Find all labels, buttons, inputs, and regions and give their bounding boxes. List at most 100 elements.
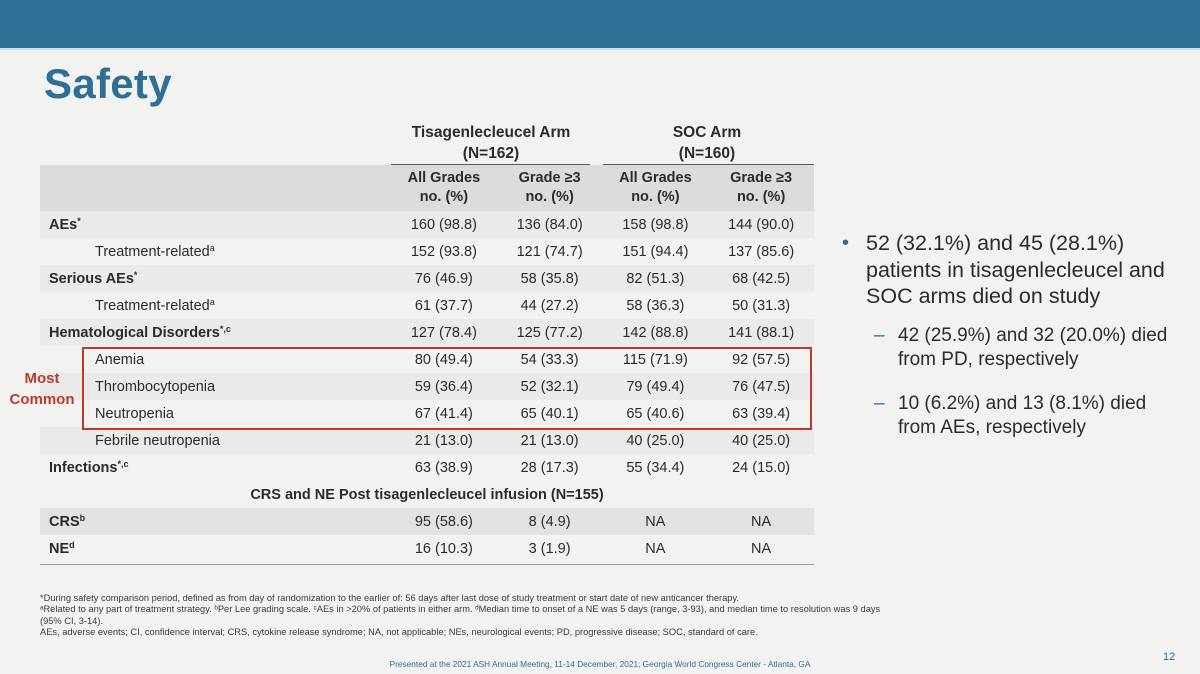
column-subheader-row: All Grades no. (%) Grade ≥3 no. (%) All Gr… <box>40 165 814 211</box>
table-cell: 63 (39.4) <box>732 405 791 422</box>
table-cell: 144 (90.0) <box>708 211 814 238</box>
row-label: CRSb <box>40 508 391 535</box>
col-header-line: All Grades <box>619 170 692 186</box>
most-common-highlight-box <box>82 347 812 430</box>
table-cell: 21 (13.0) <box>496 427 603 454</box>
table-cell: 3 (1.9) <box>496 535 603 562</box>
table-cell: 76 (46.9) <box>391 265 497 292</box>
table-cell: 151 (94.4) <box>622 243 689 260</box>
row-label: AEs* <box>40 211 391 238</box>
table-cell: 82 (51.3) <box>602 265 709 292</box>
table-row: NEd 16 (10.3) 3 (1.9) NA NA <box>40 535 814 562</box>
table-cell: 63 (38.9) <box>414 459 473 476</box>
row-label-text: Neutropenia <box>95 405 174 422</box>
table-cell: 21 (13.0) <box>391 427 497 454</box>
bullet-text: 52 (32.1%) and 45 (28.1%) patients in ti… <box>866 231 1165 308</box>
table-cell: 65 (40.1) <box>520 405 579 422</box>
bullet-sub-text: 10 (6.2%) and 13 (8.1%) died from AEs, r… <box>898 392 1147 438</box>
bullet-main: • 52 (32.1%) and 45 (28.1%) patients in … <box>842 230 1172 310</box>
table-cell: 24 (15.0) <box>732 459 791 476</box>
row-label: Hematological Disorders*,c <box>40 319 391 346</box>
footnote-marker: * <box>133 269 138 280</box>
row-label: NEd <box>40 535 391 562</box>
arm-header-underline <box>391 164 590 165</box>
row-label-text: Febrile neutropenia <box>95 432 220 449</box>
footnote-marker: *,c <box>219 323 231 334</box>
footnote-marker: b <box>79 512 86 523</box>
table-cell: 80 (49.4) <box>414 351 473 368</box>
footnotes: *During safety comparison period, define… <box>40 593 1180 639</box>
tisagenlecleucel-arm-header: Tisagenlecleucel Arm (N=162) <box>391 122 591 164</box>
soc-arm-header: SOC Arm (N=160) <box>600 122 814 164</box>
empty-header-cell <box>40 165 391 211</box>
col-header-line: Grade ≥3 <box>518 170 581 186</box>
footnote-marker: *,c <box>117 458 129 469</box>
bullet-sub: – 10 (6.2%) and 13 (8.1%) died from AEs,… <box>874 392 1172 440</box>
col-header-unit: no. (%) <box>419 189 469 205</box>
footnote-marker: d <box>69 539 75 550</box>
table-row: Hematological Disorders*,c 127 (78.4) 125 … <box>40 319 814 346</box>
table-cell: 40 (25.0) <box>708 427 814 454</box>
bullet-dot-icon: • <box>842 232 850 254</box>
table-row: Anemia 80 (49.4) 54 (33.3) 115 (71.9) 92 (57… <box>40 346 814 373</box>
row-label-text: Thrombocytopenia <box>95 378 216 395</box>
row-label-text: AEs <box>49 216 78 233</box>
row-label: Febrile neutropenia <box>40 427 391 454</box>
table-row: AEs* 160 (98.8) 136 (84.0) 158 (98.8) 144 (9… <box>40 211 814 238</box>
table-cell: NA <box>708 535 814 562</box>
table-row: Febrile neutropenia 21 (13.0) 21 (13.0) 40 … <box>40 427 814 454</box>
table-cell: 50 (31.3) <box>732 297 791 314</box>
row-label: Treatment-relateda <box>40 238 391 265</box>
footnote-marker: * <box>77 215 81 226</box>
table-cell: 137 (85.6) <box>728 243 795 260</box>
table-row: Treatment-relateda 61 (37.7) 44 (27.2) 58 (… <box>40 292 814 319</box>
table-bottom-rule <box>40 564 814 565</box>
table-cell: NA <box>602 508 709 535</box>
row-label-text: CRS <box>49 513 80 530</box>
table-cell: 59 (36.4) <box>391 373 497 400</box>
col-header-unit: no. (%) <box>736 189 786 205</box>
row-label: Treatment-relateda <box>40 292 391 319</box>
col-header-line: Grade ≥3 <box>730 170 793 186</box>
bullet-sub-text: 42 (25.9%) and 32 (20.0%) died from PD, … <box>898 324 1168 370</box>
table-cell: 16 (10.3) <box>391 535 497 562</box>
crs-ne-body: CRS and NE Post tisagenlecleucel infusio… <box>40 481 814 562</box>
most-common-line: Most <box>24 370 60 387</box>
arm-name: SOC Arm <box>672 124 742 141</box>
row-label: Infections*,c <box>40 454 391 481</box>
table-cell: NA <box>708 508 814 535</box>
table-row: Serious AEs* 76 (46.9) 58 (35.8) 82 (51.3) 6… <box>40 265 814 292</box>
table-row: Thrombocytopenia 59 (36.4) 52 (32.1) 79 (49… <box>40 373 814 400</box>
table-cell: 115 (71.9) <box>622 351 688 368</box>
footnote-line: ᵃRelated to any part of treatment strate… <box>40 604 881 615</box>
row-label-text: Treatment-related <box>95 297 210 314</box>
table-row: CRSb 95 (58.6) 8 (4.9) NA NA <box>40 508 814 535</box>
column-header: All Grades no. (%) <box>603 165 709 211</box>
footnote-marker: a <box>209 296 215 307</box>
row-label-text: Serious AEs <box>49 270 134 287</box>
most-common-label: Most Common <box>2 368 82 410</box>
table-row: Neutropenia 67 (41.4) 65 (40.1) 65 (40.6) 63… <box>40 400 814 427</box>
dash-icon: – <box>874 324 885 346</box>
footnote-marker: a <box>209 242 215 253</box>
footnote-line: *During safety comparison period, define… <box>40 593 740 603</box>
table-row: Infections*,c 63 (38.9) 28 (17.3) 55 (34.4)… <box>40 454 814 481</box>
footnote-line: (95% CI, 3-14). <box>40 615 104 626</box>
table-cell: 67 (41.4) <box>414 405 473 422</box>
row-label-text: Treatment-related <box>95 243 210 260</box>
row-label-text: Infections <box>49 459 118 476</box>
table-cell: 76 (47.5) <box>708 373 814 400</box>
presented-at-note: Presented at the 2021 ASH Annual Meeting… <box>389 659 811 669</box>
table-cell: 8 (4.9) <box>496 508 603 535</box>
col-header-unit: no. (%) <box>525 189 574 205</box>
dash-icon: – <box>874 392 885 414</box>
row-label: Thrombocytopenia <box>40 373 391 400</box>
arm-header-underline <box>603 164 814 165</box>
row-label-text: Anemia <box>95 351 145 368</box>
bullet-sub: – 42 (25.9%) and 32 (20.0%) died from PD… <box>874 324 1172 372</box>
table-cell: 121 (74.7) <box>516 243 583 260</box>
table-row: Treatment-relateda 152 (93.8) 121 (74.7) 15… <box>40 238 814 265</box>
slide-title: Safety <box>44 60 172 107</box>
arm-n: (N=162) <box>462 145 520 162</box>
table-cell: 58 (36.3) <box>626 297 685 314</box>
